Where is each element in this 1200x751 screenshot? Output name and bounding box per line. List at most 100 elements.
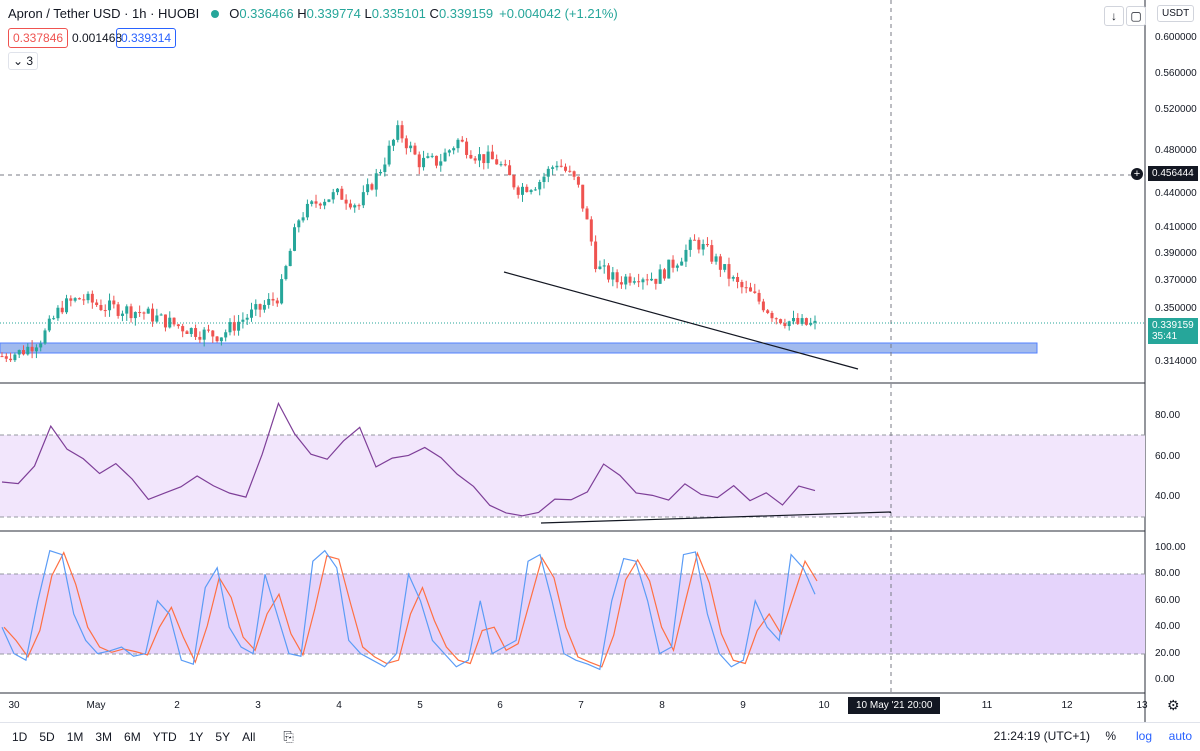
chart-canvas[interactable] (0, 0, 1200, 722)
candle-body (30, 346, 34, 352)
fullscreen-icon[interactable]: ▢ (1126, 6, 1146, 26)
candle-body (224, 332, 228, 338)
candle-body (288, 250, 292, 267)
candle-body (546, 168, 550, 177)
last-price-value: 0.339159 (1152, 320, 1194, 331)
candle-body (228, 322, 232, 333)
go-to-date-icon[interactable]: ⎘ (283, 729, 294, 744)
time-tick: 5 (417, 700, 423, 711)
candle-body (245, 317, 249, 320)
candle-body (714, 256, 718, 262)
candle-body (310, 201, 314, 204)
candle-body (748, 287, 752, 292)
time-tick: 30 (8, 700, 20, 711)
candle-body (611, 272, 615, 280)
candle-body (761, 301, 765, 311)
add-alert-plus-icon[interactable]: + (1131, 168, 1143, 180)
candle-body (422, 157, 426, 168)
timezone-clock[interactable]: 21:24:19 (UTC+1) (993, 729, 1090, 743)
open-label: O (229, 6, 240, 21)
candle-body (585, 208, 589, 220)
stoch-tick: 40.00 (1155, 621, 1181, 632)
candle-body (185, 331, 189, 335)
crosshair-time-label: 10 May '21 20:00 (848, 697, 941, 714)
candle-body (237, 321, 241, 331)
log-scale-button[interactable]: log (1135, 729, 1152, 743)
candle-body (181, 326, 185, 332)
indicators-toggle-button[interactable]: ⌄ 3 (8, 52, 39, 70)
price-tick: 0.370000 (1155, 275, 1197, 286)
spread-value: 0.001468 (72, 31, 123, 45)
candle-body (198, 336, 202, 340)
candle-body (607, 265, 611, 280)
candle-body (366, 184, 370, 193)
auto-scale-button[interactable]: auto (1168, 729, 1192, 743)
candle-body (133, 312, 137, 319)
high-value: 0.339774 (306, 6, 361, 21)
stoch-d-line (3, 551, 818, 668)
candle-body (650, 278, 654, 281)
range-1d-button[interactable]: 1D (12, 730, 28, 744)
candle-body (146, 308, 150, 314)
stoch-tick: 20.00 (1155, 648, 1181, 659)
candle-body (701, 244, 705, 250)
settings-gear-icon[interactable]: ⚙ (1167, 697, 1180, 713)
candle-body (426, 156, 430, 158)
bottom-toolbar: 1D 5D 1M 3M 6M YTD 1Y 5Y All ⎘ 21:24:19 … (0, 722, 1200, 751)
price-tick: 0.440000 (1155, 188, 1197, 199)
candle-body (520, 186, 524, 195)
range-5y-button[interactable]: 5Y (215, 730, 231, 744)
rsi-band (0, 435, 1145, 517)
range-6m-button[interactable]: 6M (124, 730, 141, 744)
candle-body (383, 164, 387, 172)
range-1m-button[interactable]: 1M (66, 730, 84, 744)
candle-body (396, 125, 400, 140)
stoch-k-line (1, 549, 816, 671)
candle-body (744, 287, 748, 289)
candle-body (314, 201, 318, 204)
candle-body (516, 187, 520, 195)
candle-body (17, 350, 21, 355)
change-value: +0.004042 (+1.21%) (499, 6, 618, 21)
buy-price-button[interactable]: 0.339314 (116, 28, 177, 48)
candle-body (108, 300, 112, 311)
time-tick: 8 (659, 700, 665, 711)
candle-body (529, 190, 533, 193)
candle-body (787, 321, 791, 327)
candle-body (533, 189, 537, 191)
candle-body (275, 300, 279, 304)
range-3m-button[interactable]: 3M (95, 730, 113, 744)
candle-body (120, 313, 124, 316)
candle-body (336, 188, 340, 193)
time-tick: 10 (818, 700, 830, 711)
candle-body (477, 154, 481, 161)
candle-body (439, 161, 443, 166)
price-tick: 0.314000 (1155, 356, 1197, 367)
download-icon[interactable]: ↓ (1104, 6, 1124, 26)
time-tick: 6 (497, 700, 503, 711)
candle-body (22, 350, 26, 355)
candle-body (718, 256, 722, 270)
rsi-trendline (540, 511, 892, 524)
candle-body (258, 304, 262, 310)
candle-body (434, 155, 438, 166)
candle-body (447, 150, 451, 153)
range-5d-button[interactable]: 5D (39, 730, 55, 744)
close-value: 0.339159 (438, 6, 494, 21)
crosshair-price-label: 0.456444 (1148, 166, 1198, 181)
sell-price-button[interactable]: 0.337846 (8, 28, 69, 48)
percent-scale-button[interactable]: % (1105, 729, 1116, 743)
candle-body (495, 159, 499, 165)
candle-body (796, 317, 800, 324)
range-all-button[interactable]: All (242, 730, 256, 744)
currency-button[interactable]: USDT (1157, 5, 1195, 22)
range-1y-button[interactable]: 1Y (188, 730, 204, 744)
candle-body (736, 277, 740, 282)
symbol-title[interactable]: Apron / Tether USD · 1h · HUOBI (8, 6, 200, 21)
support-zone (0, 342, 1038, 354)
range-ytd-button[interactable]: YTD (152, 730, 177, 744)
candle-body (370, 184, 374, 190)
candle-body (142, 312, 146, 314)
candle-body (43, 330, 47, 344)
candle-body (594, 241, 598, 270)
